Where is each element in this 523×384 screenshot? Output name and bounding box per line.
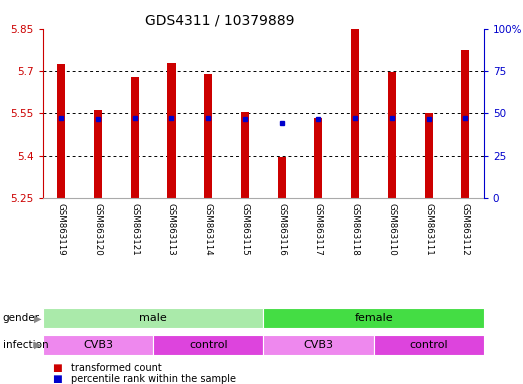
Text: control: control [410, 340, 448, 350]
Text: GSM863113: GSM863113 [167, 203, 176, 256]
Bar [153, 335, 264, 355]
Bar [167, 63, 176, 198]
Text: ▶: ▶ [34, 340, 41, 350]
Text: infection: infection [3, 340, 48, 350]
Text: GSM863112: GSM863112 [461, 203, 470, 256]
Text: GSM863116: GSM863116 [277, 203, 286, 256]
Text: GSM863119: GSM863119 [57, 203, 66, 255]
Text: GSM863121: GSM863121 [130, 203, 139, 256]
Text: CVB3: CVB3 [83, 340, 113, 350]
Bar [43, 335, 153, 355]
Text: female: female [354, 313, 393, 323]
Bar [131, 77, 139, 198]
Bar [314, 118, 323, 198]
Bar [241, 112, 249, 198]
Bar [388, 73, 396, 198]
Bar [264, 308, 484, 328]
Text: transformed count: transformed count [71, 363, 162, 373]
Bar [351, 29, 359, 198]
Bar [264, 335, 373, 355]
Text: ■: ■ [52, 363, 62, 373]
Text: CVB3: CVB3 [303, 340, 334, 350]
Bar [204, 74, 212, 198]
Bar [373, 335, 484, 355]
Bar [278, 157, 286, 198]
Text: GDS4311 / 10379889: GDS4311 / 10379889 [145, 13, 294, 27]
Text: GSM863118: GSM863118 [351, 203, 360, 256]
Bar [57, 64, 65, 198]
Bar [94, 111, 102, 198]
Text: GSM863117: GSM863117 [314, 203, 323, 256]
Text: control: control [189, 340, 228, 350]
Text: GSM863111: GSM863111 [424, 203, 433, 256]
Text: ▶: ▶ [34, 313, 41, 323]
Text: GSM863110: GSM863110 [388, 203, 396, 256]
Text: GSM863120: GSM863120 [94, 203, 103, 256]
Text: gender: gender [3, 313, 40, 323]
Text: ■: ■ [52, 374, 62, 384]
Text: male: male [139, 313, 167, 323]
Bar [461, 50, 470, 198]
Bar [43, 308, 264, 328]
Text: percentile rank within the sample: percentile rank within the sample [71, 374, 235, 384]
Text: GSM863115: GSM863115 [241, 203, 249, 256]
Text: GSM863114: GSM863114 [204, 203, 213, 256]
Bar [425, 113, 433, 198]
